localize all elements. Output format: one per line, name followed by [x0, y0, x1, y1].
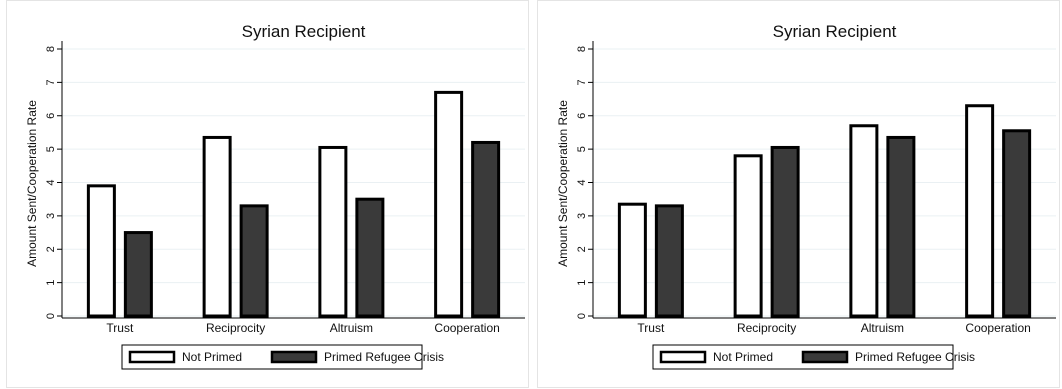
x-category-label: Trust: [637, 321, 665, 335]
y-tick-label: 2: [576, 246, 588, 252]
bar-primed-cooperation: [471, 140, 501, 318]
bar-not-primed-trust: [86, 184, 116, 318]
y-tick-label: 1: [45, 280, 57, 286]
y-tick-label: 0: [45, 313, 57, 319]
legend-label-primed: Primed Refugee Crisis: [324, 350, 444, 364]
y-tick-label: 6: [576, 113, 588, 119]
bar-chart-svg: Syrian Recipient Amount Sent/Cooperation …: [556, 22, 1056, 370]
bar-primed-altruism: [886, 135, 916, 318]
x-category-label: Trust: [106, 321, 134, 335]
y-tick-label: 5: [45, 146, 57, 152]
y-tick-label: 5: [576, 146, 588, 152]
x-category-label: Altruism: [330, 321, 373, 335]
legend-swatch-primed: [801, 350, 849, 364]
bar-primed-trust: [654, 204, 684, 318]
y-tick-label: 7: [45, 79, 57, 85]
y-tick-label: 4: [45, 179, 57, 185]
chart-panel-right: Syrian Recipient Amount Sent/Cooperation …: [537, 0, 1060, 388]
x-category-label: Cooperation: [965, 321, 1030, 335]
bar-primed-reciprocity: [770, 145, 800, 318]
bar-primed-cooperation: [1002, 129, 1032, 318]
bar-primed-reciprocity: [239, 204, 269, 318]
y-tick-label: 4: [576, 179, 588, 185]
bar-not-primed-altruism: [318, 145, 348, 318]
bar-not-primed-reciprocity: [202, 135, 232, 318]
y-tick-label: 0: [576, 313, 588, 319]
bar-primed-altruism: [355, 197, 385, 318]
bar-not-primed-reciprocity: [733, 154, 763, 318]
legend-swatch-not-primed: [128, 350, 176, 364]
bar-primed-trust: [123, 231, 153, 318]
legend-swatch-not-primed: [659, 350, 707, 364]
bar-not-primed-cooperation: [434, 90, 464, 318]
y-tick-label: 6: [45, 113, 57, 119]
legend-swatch-primed: [270, 350, 318, 364]
y-tick-label: 3: [576, 213, 588, 219]
y-tick-label: 1: [576, 280, 588, 286]
x-category-label: Reciprocity: [737, 321, 796, 335]
y-tick-label: 8: [45, 46, 57, 52]
y-tick-label: 2: [45, 246, 57, 252]
y-axis-label: Amount Sent/Cooperation Rate: [25, 100, 39, 267]
y-tick-label: 8: [576, 46, 588, 52]
chart-panel-left: Syrian Recipient Amount Sent/Cooperation …: [6, 0, 529, 388]
legend-label-primed: Primed Refugee Crisis: [855, 350, 975, 364]
x-category-label: Altruism: [861, 321, 904, 335]
y-tick-label: 3: [45, 213, 57, 219]
y-tick-label: 7: [576, 79, 588, 85]
bar-not-primed-cooperation: [965, 104, 995, 318]
legend-label-not-primed: Not Primed: [182, 350, 242, 364]
legend-label-not-primed: Not Primed: [713, 350, 773, 364]
bar-not-primed-trust: [617, 202, 647, 318]
chart-title: Syrian Recipient: [242, 22, 366, 41]
x-category-label: Reciprocity: [206, 321, 265, 335]
bar-chart-svg: Syrian Recipient Amount Sent/Cooperation …: [25, 22, 525, 370]
bar-not-primed-altruism: [849, 124, 879, 318]
y-axis-label: Amount Sent/Cooperation Rate: [556, 100, 570, 267]
x-category-label: Cooperation: [434, 321, 499, 335]
chart-title: Syrian Recipient: [773, 22, 897, 41]
